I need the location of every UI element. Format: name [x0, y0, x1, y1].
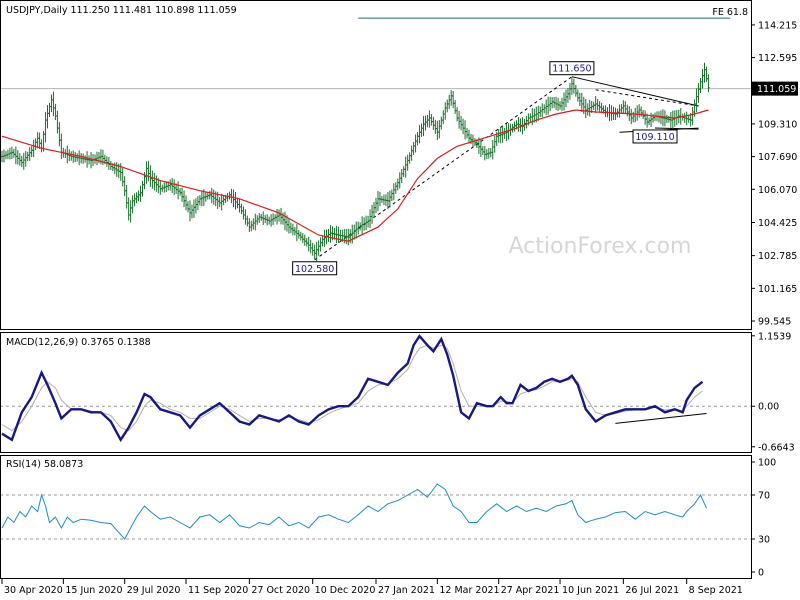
rsi-panel-frame — [0, 455, 752, 579]
time-axis-label: 26 Jul 2021 — [625, 585, 679, 596]
price-axis-label: 104.425 — [758, 218, 797, 229]
price-markers: 102.580 111.650 109.110 — [292, 61, 678, 276]
price-axis: 114.215112.595110.980109.310107.690106.0… — [751, 20, 798, 328]
time-axis-label: 15 Jun 2020 — [65, 585, 122, 596]
price-axis-label: 106.070 — [758, 185, 797, 196]
time-axis: 30 Apr 2020 15 Jun 2020 29 Jul 2020 11 Sep … — [1, 579, 743, 596]
price-trendline — [595, 89, 699, 107]
instrument-header: USDJPY,Daily 111.250 111.481 110.898 111… — [6, 5, 237, 16]
price-marker-label: 102.580 — [295, 264, 334, 275]
macd-axis-label: 0.00 — [758, 402, 779, 413]
price-marker-box — [292, 261, 338, 276]
time-axis-label: 27 Oct 2020 — [251, 585, 310, 596]
time-axis-label: 10 Dec 2020 — [315, 585, 376, 596]
macd-trendline — [615, 413, 707, 424]
price-axis-label: 109.310 — [758, 119, 797, 130]
macd-panel: 1.1539 0.00 -0.6643 MACD(12,26,9) 0.3765 0… — [0, 331, 795, 453]
macd-title: MACD(12,26,9) 0.3765 0.1388 — [6, 337, 151, 348]
price-axis-label: 99.545 — [758, 317, 791, 328]
time-axis-label: 27 Apr 2021 — [501, 585, 560, 596]
watermark: ActionForex.com — [509, 234, 692, 259]
time-axis-label: 30 Apr 2020 — [4, 585, 63, 596]
moving-average-line — [1, 109, 709, 242]
price-axis-label: 107.690 — [758, 152, 797, 163]
price-axis-label: 102.785 — [758, 251, 797, 262]
macd-panel-frame — [0, 332, 752, 453]
price-trendline — [571, 76, 699, 107]
rsi-axis-label: 100 — [758, 458, 776, 469]
time-axis-label: 10 Jun 2021 — [562, 585, 619, 596]
price-marker-label: 111.650 — [552, 64, 591, 75]
rsi-line — [1, 483, 707, 540]
rsi-title: RSI(14) 58.0873 — [6, 459, 83, 470]
last-price-label: 111.059 — [757, 84, 796, 95]
rsi-panel: 100 70 30 0 RSI(14) 58.0873 — [0, 455, 776, 579]
rsi-axis-label: 0 — [758, 568, 764, 579]
time-axis-label: 8 Sep 2021 — [689, 585, 743, 596]
price-marker-label: 109.110 — [635, 132, 674, 143]
price-marker-box — [549, 61, 595, 76]
macd-axis-label: 1.1539 — [758, 331, 791, 342]
macd-line — [1, 334, 704, 443]
time-axis-label: 27 Jan 2021 — [378, 585, 435, 596]
last-price-box — [752, 81, 798, 96]
price-trendline — [655, 127, 699, 130]
price-axis-label: 114.215 — [758, 20, 797, 31]
price-series — [0, 62, 710, 262]
price-panel: ActionForex.com FE 61.8 102.580111.65010… — [0, 0, 798, 330]
price-axis-label: 101.165 — [758, 284, 797, 295]
rsi-axis-label: 30 — [758, 535, 770, 546]
price-panel-frame — [0, 0, 752, 330]
macd-axis-label: -0.6643 — [758, 442, 795, 453]
price-marker-box — [632, 129, 678, 144]
fe-level-label: FE 61.8 — [712, 7, 748, 18]
price-trendline — [314, 76, 573, 261]
time-axis-label: 11 Sep 2020 — [188, 585, 248, 596]
price-grid: FE 61.8 — [0, 7, 751, 90]
rsi-grid — [0, 494, 751, 540]
time-axis-label: 29 Jul 2020 — [127, 585, 181, 596]
rsi-axis-label: 70 — [758, 491, 770, 502]
time-axis-label: 12 Mar 2021 — [439, 585, 499, 596]
price-axis-label: 112.595 — [758, 53, 797, 64]
